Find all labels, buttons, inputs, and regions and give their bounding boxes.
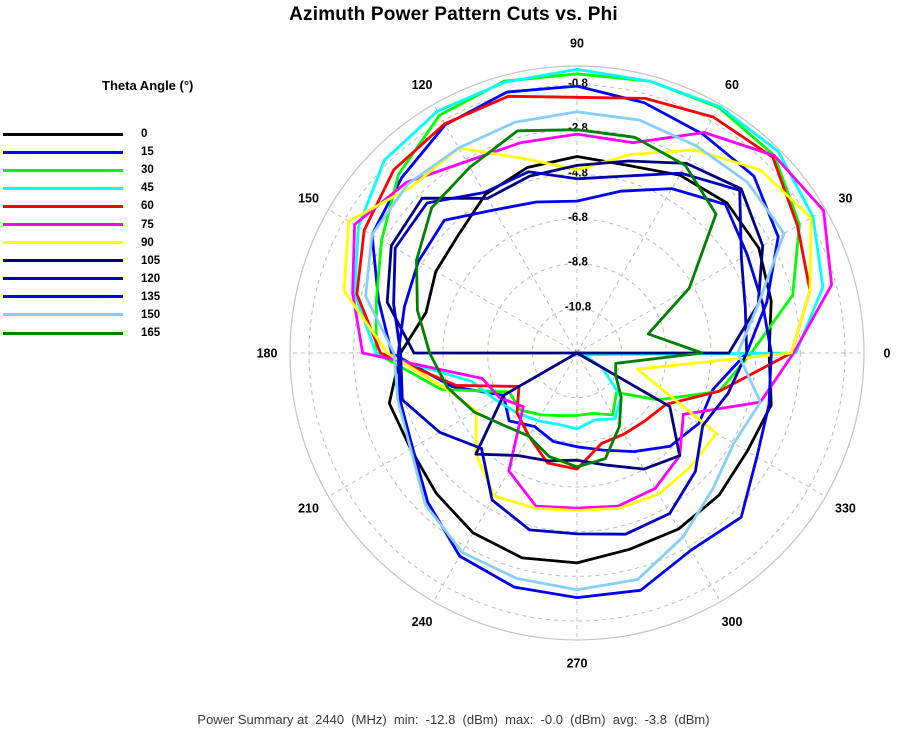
radial-tick-label: -6.8 <box>568 212 588 224</box>
series-theta-150 <box>364 110 786 592</box>
legend-line-swatch <box>3 186 123 190</box>
series-theta-45 <box>353 68 825 431</box>
angle-tick-label: 180 <box>257 347 278 361</box>
angle-tick-label: 330 <box>835 502 856 516</box>
legend-item-60: 60 <box>0 197 160 215</box>
legend-line-swatch <box>3 150 123 154</box>
power-summary-text: Power Summary at 2440 (MHz) min: -12.8 (… <box>197 712 710 727</box>
page-title: Azimuth Power Pattern Cuts vs. Phi <box>289 4 618 25</box>
legend-line-swatch <box>3 223 123 227</box>
legend-item-label: 120 <box>141 272 161 285</box>
legend-line-swatch <box>3 295 123 299</box>
series-theta-15 <box>370 84 780 453</box>
series-theta-90 <box>342 146 813 512</box>
series-theta-60 <box>355 94 812 471</box>
legend-item-label: 90 <box>141 236 154 249</box>
legend-item-label: 135 <box>141 290 161 303</box>
legend-line-swatch <box>3 204 123 208</box>
angle-tick-label: 270 <box>567 657 588 671</box>
series-theta-165 <box>415 128 718 469</box>
polar-spoke <box>328 209 578 354</box>
series-theta-120 <box>392 170 749 536</box>
legend-item-30: 30 <box>0 161 160 179</box>
series-theta-75 <box>351 131 833 510</box>
legend-item-45: 45 <box>0 179 160 197</box>
legend-item-90: 90 <box>0 234 160 252</box>
angle-tick-label: 240 <box>412 615 433 629</box>
angle-tick-label: 30 <box>839 192 853 206</box>
legend-line-swatch <box>3 313 123 317</box>
legend-item-label: 105 <box>141 254 161 267</box>
legend-title: Theta Angle (°) <box>102 78 194 93</box>
polar-chart: 0 30 60 90 120 150 180 210 240 270 300 330 -0.8 -2.8-… <box>257 37 891 671</box>
polar-spoke <box>576 352 721 602</box>
polar-chart-svg: 0306090120150180210240270300330-0.8-2.8-… <box>257 37 891 671</box>
legend-line-swatch <box>3 277 123 281</box>
angle-tick-label: 0 <box>884 347 891 361</box>
legend-line-swatch <box>3 259 123 263</box>
legend-item-135: 135 <box>0 288 160 306</box>
legend-item-label: 60 <box>141 200 154 213</box>
legend-items: 0 15 30 45 60 75 90 105 120 135 150 165 <box>0 125 160 342</box>
legend-item-label: 30 <box>141 164 154 177</box>
angle-tick-label: 90 <box>570 37 584 51</box>
legend-item-105: 105 <box>0 252 160 270</box>
legend-item-label: 45 <box>141 182 154 195</box>
legend-item-15: 15 <box>0 143 160 161</box>
legend-line-swatch <box>3 331 123 335</box>
legend: Theta Angle (°) 0 15 30 45 60 75 90 105 120 135 15… <box>0 78 240 339</box>
series-theta-105 <box>385 159 765 471</box>
radial-tick-label: -8.8 <box>568 257 588 269</box>
legend-item-label: 150 <box>141 308 161 321</box>
legend-item-165: 165 <box>0 324 160 342</box>
angle-tick-label: 120 <box>412 78 433 92</box>
legend-item-150: 150 <box>0 306 160 324</box>
legend-item-label: 165 <box>141 327 161 340</box>
legend-item-label: 0 <box>141 128 148 141</box>
polar-gridline-ring <box>353 129 801 577</box>
angle-tick-label: 150 <box>298 192 319 206</box>
radial-tick-label: -10.8 <box>565 301 592 313</box>
polar-gridline-ring <box>308 84 846 622</box>
legend-item-0: 0 <box>0 125 160 143</box>
angle-tick-label: 60 <box>725 78 739 92</box>
legend-item-120: 120 <box>0 270 160 288</box>
legend-line-swatch <box>3 241 123 245</box>
legend-item-label: 15 <box>141 146 154 159</box>
angle-tick-label: 210 <box>298 502 319 516</box>
polar-outer-circle <box>289 65 865 641</box>
legend-line-swatch <box>3 168 123 172</box>
angle-tick-label: 300 <box>722 615 743 629</box>
legend-item-label: 75 <box>141 218 154 231</box>
series-theta-135 <box>396 187 773 599</box>
legend-item-75: 75 <box>0 215 160 233</box>
legend-line-swatch <box>3 132 123 136</box>
